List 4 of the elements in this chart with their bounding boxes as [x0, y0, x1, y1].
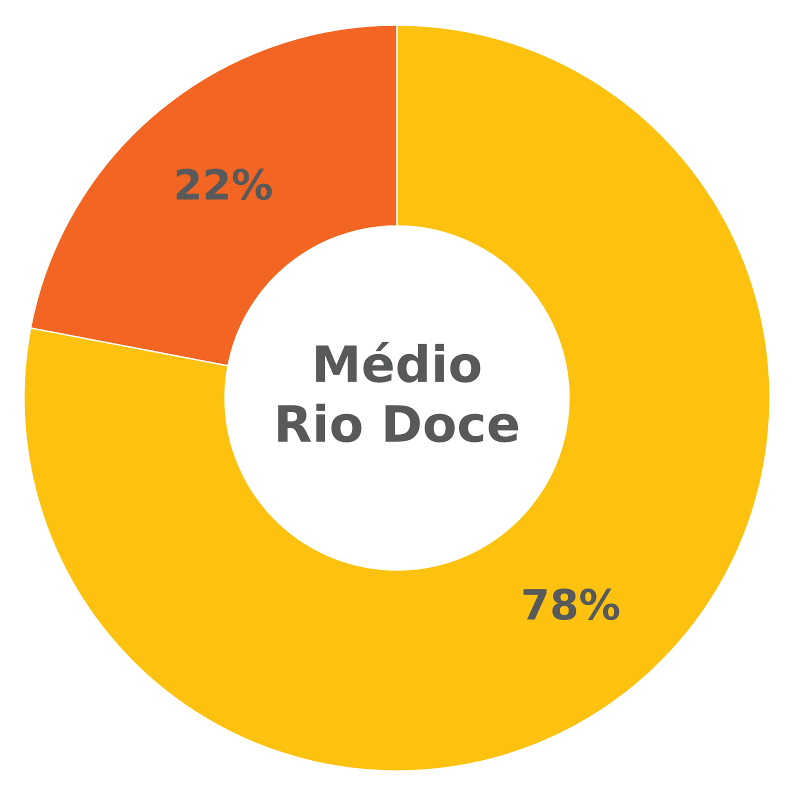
text: Médio Rio Doce: [278, 342, 518, 442]
data-label: 22%: [176, 168, 272, 200]
donut-slice: [23, 24, 771, 772]
data-label: 78%: [524, 588, 620, 620]
